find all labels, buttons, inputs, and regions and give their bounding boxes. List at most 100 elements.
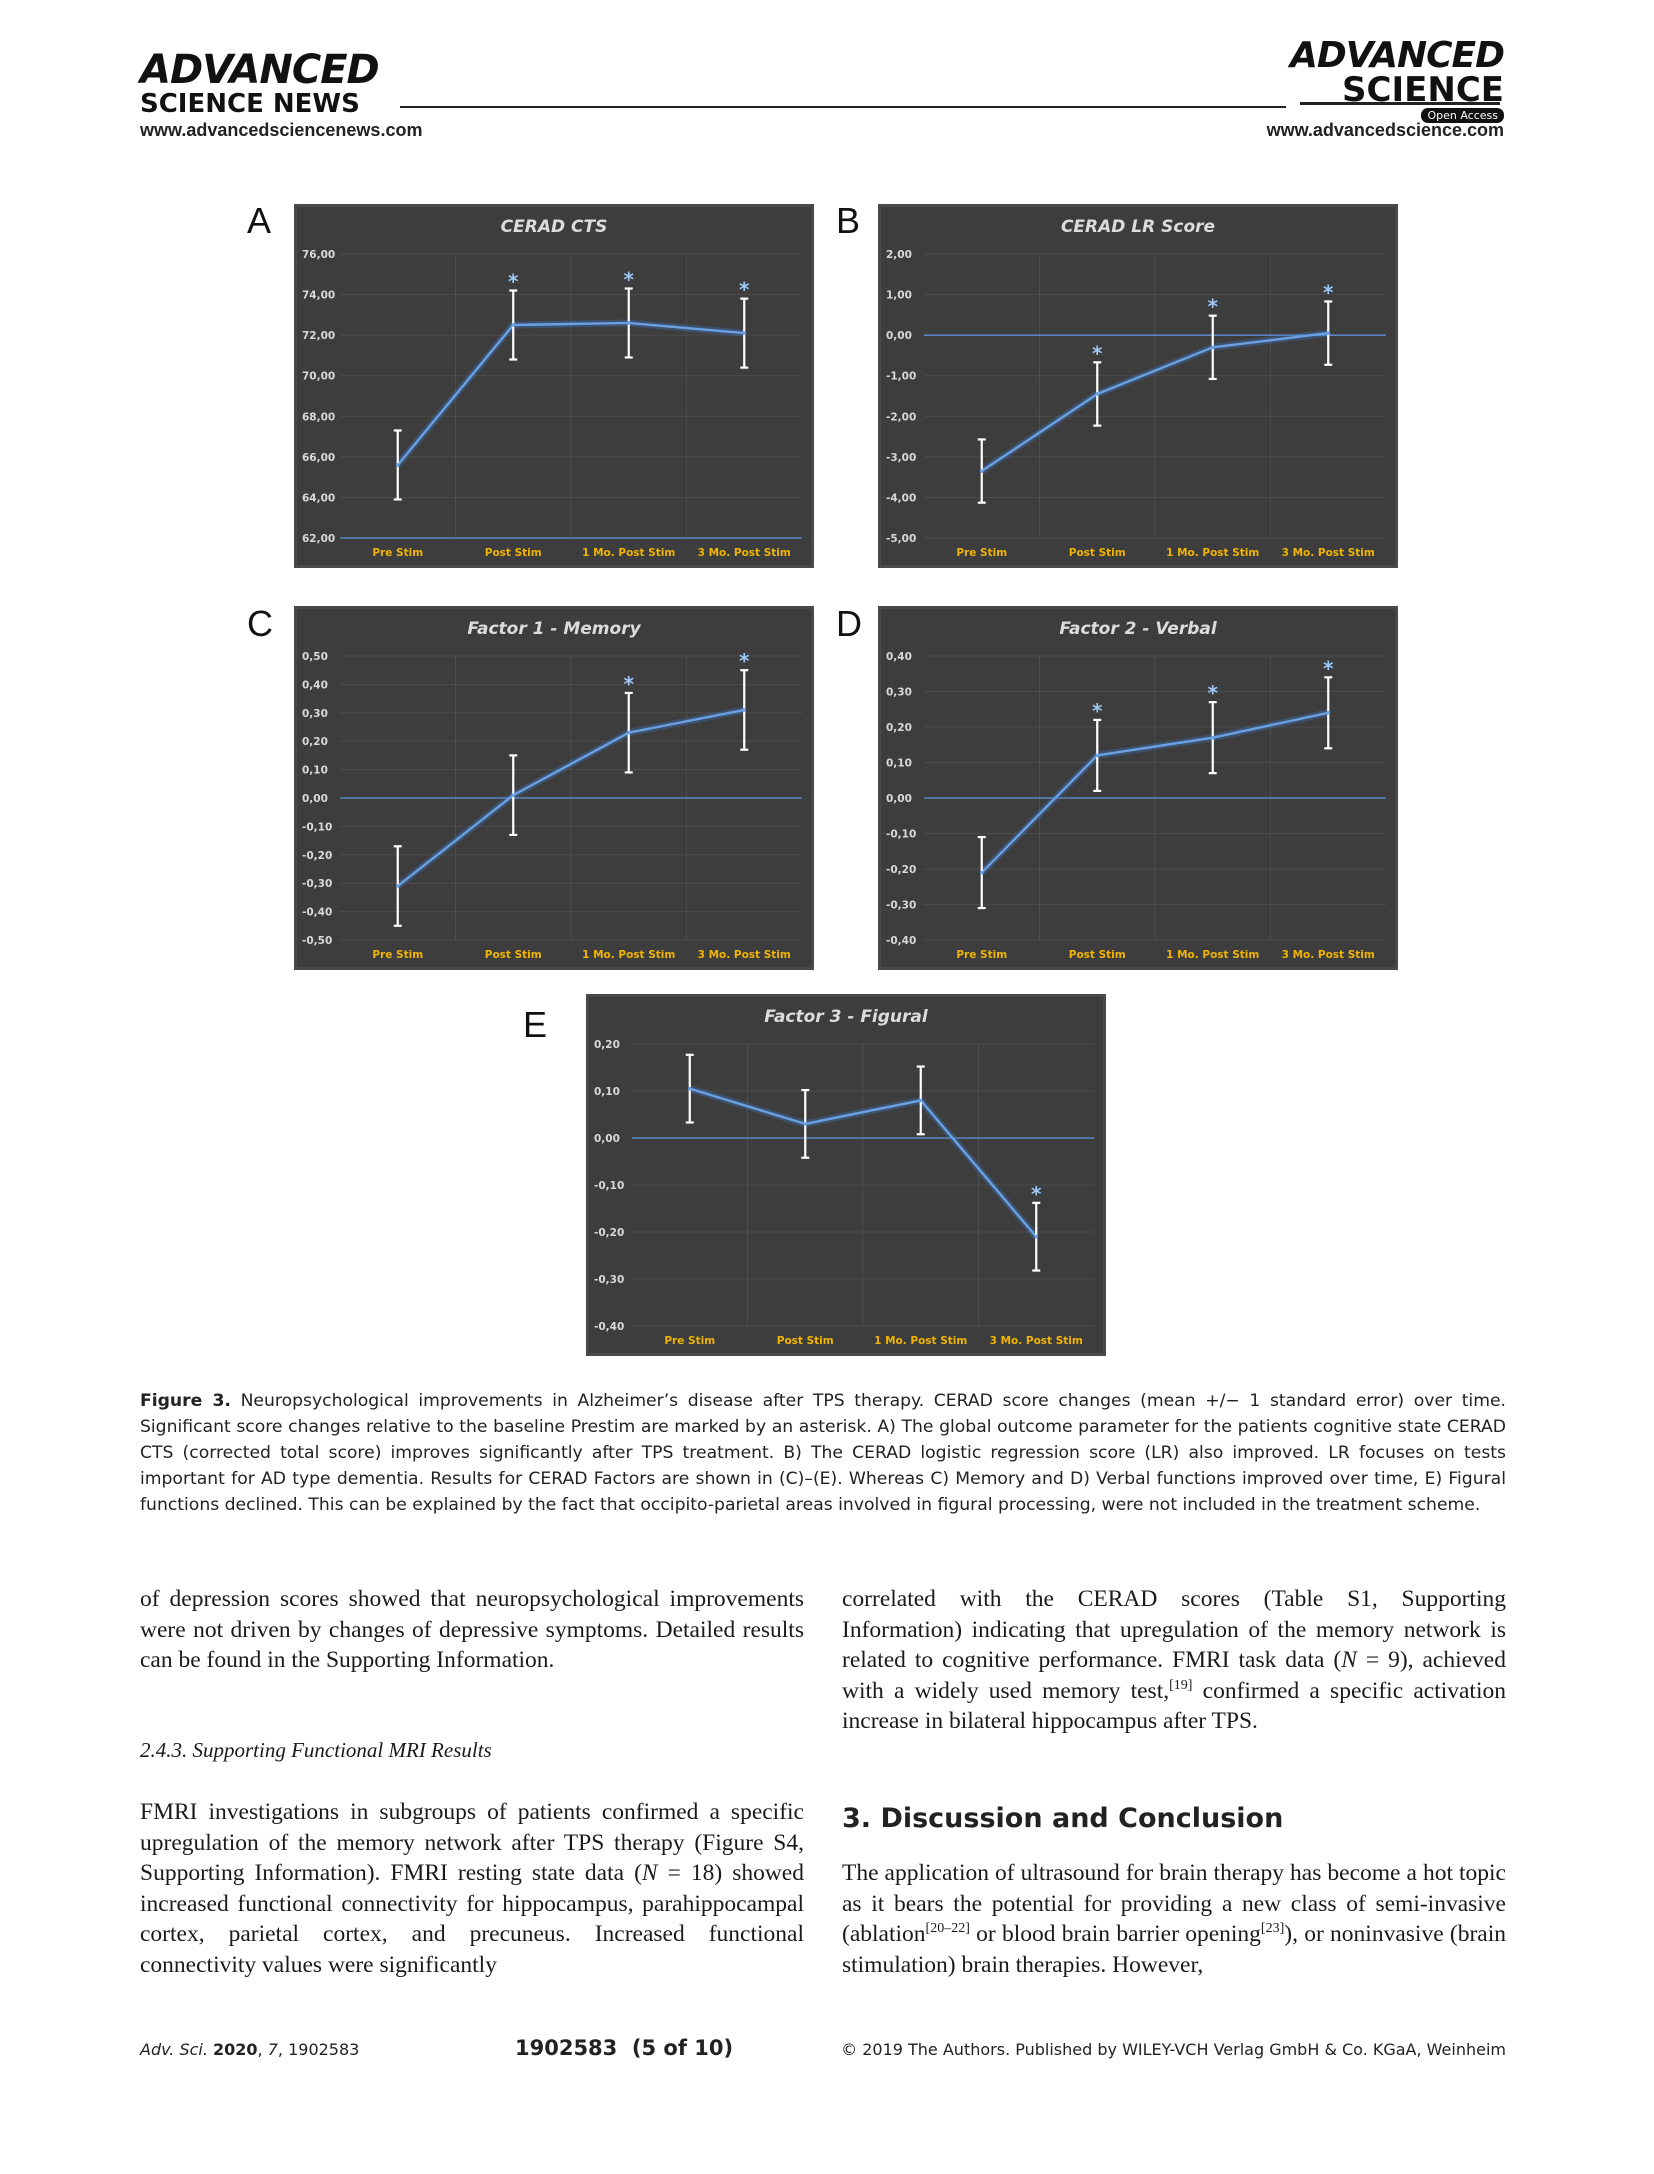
y-tick-label: 76,00 [302, 249, 335, 261]
y-tick-label: -0,40 [594, 1321, 624, 1333]
panel-letter-c: C [247, 603, 273, 644]
logo-left-line2: SCIENCE NEWS [140, 89, 360, 119]
chart-c-factor1-memory: Factor 1 - Memory -0,50 -0,40 -0,30 -0,20 -0,… [294, 606, 814, 970]
significance-asterisk: * [1031, 1182, 1042, 1206]
figure-caption: Figure 3. Neuropsychological improvement… [140, 1388, 1506, 1518]
y-tick-label: 0,40 [886, 651, 912, 663]
right-p2-part-c: ), or noninvasive (brain stimulation) br… [842, 1921, 1507, 1978]
chart-a-svg: CERAD CTS 62,00 64,00 66,00 68,00 70,00 72,00 7… [302, 217, 802, 559]
data-point [395, 884, 400, 888]
x-category-label: 1 Mo. Post Stim [874, 1335, 967, 1347]
y-tick-label: 0,30 [886, 687, 912, 699]
footer-citation: Adv. Sci. 2020, 7, 1902583 [140, 2040, 360, 2059]
y-tick-label: 0,00 [302, 793, 328, 805]
data-point [1095, 753, 1100, 758]
significance-asterisk: * [1208, 295, 1219, 319]
data-point [626, 321, 631, 325]
y-tick-label: 0,20 [302, 736, 328, 748]
data-point [1034, 1234, 1039, 1239]
reference-23[interactable]: [23] [1260, 1921, 1285, 1937]
panel-letter-d: D [836, 603, 862, 644]
significance-asterisk: * [739, 278, 750, 302]
x-category-label: 3 Mo. Post Stim [698, 547, 791, 559]
y-tick-label: 2,00 [886, 249, 912, 261]
x-category-label: 3 Mo. Post Stim [698, 949, 791, 961]
y-tick-label: 64,00 [302, 492, 335, 504]
y-tick-label: 62,00 [302, 533, 335, 545]
y-tick-label: -0,50 [302, 935, 332, 947]
x-category-label: 1 Mo. Post Stim [582, 949, 675, 961]
footer-journal: Adv. Sci. [140, 2040, 208, 2059]
series-line [980, 711, 1329, 874]
chart-e-svg: Factor 3 - Figural -0,40 -0,30 -0,20 -0,10 0,… [594, 1007, 1094, 1347]
series-line [397, 708, 745, 887]
section-heading-discussion: 3. Discussion and Conclusion [842, 1803, 1284, 1834]
data-point [626, 730, 631, 735]
open-access-badge: Open Access [1421, 108, 1504, 123]
significance-asterisk: * [508, 270, 519, 294]
x-category-label: 1 Mo. Post Stim [1166, 949, 1259, 961]
y-tick-label: -0,20 [594, 1227, 624, 1239]
right-url-link[interactable]: www.advancedscience.com [1266, 120, 1504, 140]
y-tick-label: -0,30 [886, 900, 916, 912]
chart-title: Factor 3 - Figural [764, 1007, 929, 1027]
left-p2-part-b: = 18) showed increased functional connec… [140, 1860, 804, 1978]
y-tick-label: 1,00 [886, 290, 912, 302]
significance-asterisk: * [1323, 280, 1334, 304]
y-tick-label: 0,10 [302, 765, 328, 777]
y-tick-label: 74,00 [302, 290, 335, 302]
y-tick-label: -0,20 [302, 850, 332, 862]
data-point [1326, 331, 1331, 335]
y-tick-label: -0,10 [886, 829, 916, 841]
header-rule [400, 106, 1286, 108]
significance-asterisk: * [624, 267, 635, 291]
y-tick-label: 0,30 [302, 708, 328, 720]
chart-title: Factor 1 - Memory [467, 619, 641, 639]
advanced-science-news-logo: ADVANCED SCIENCE NEWS [140, 50, 380, 119]
y-tick-label: 0,20 [594, 1039, 620, 1051]
x-category-label: Pre Stim [372, 547, 423, 559]
y-tick-label: 0,00 [886, 793, 912, 805]
y-tick-label: 72,00 [302, 330, 335, 342]
chart-e-factor3-figural: Factor 3 - Figural -0,40 -0,30 -0,20 -0,10 0,… [586, 994, 1106, 1356]
significance-asterisk: * [1092, 341, 1103, 365]
panel-letter-e: E [523, 1004, 548, 1045]
logo-right-line1: ADVANCED [1289, 35, 1505, 76]
y-tick-label: -0,30 [594, 1274, 624, 1286]
footer-article-id: , 1902583 [277, 2040, 360, 2059]
right-paragraph-2: The application of ultrasound for brain … [842, 1858, 1506, 1980]
chart-c-svg: Factor 1 - Memory -0,50 -0,40 -0,30 -0,20 -0,… [302, 619, 802, 961]
x-category-label: 3 Mo. Post Stim [1282, 547, 1375, 559]
data-point [742, 708, 747, 712]
footer-year: 2020 [213, 2040, 258, 2059]
y-tick-label: 0,20 [886, 722, 912, 734]
series-line [689, 1087, 1038, 1238]
x-category-label: 3 Mo. Post Stim [990, 1335, 1083, 1347]
chart-b-cerad-lr-score: CERAD LR Score -5,00 -4,00 -3,00 -2,00 -1,00 0… [878, 204, 1398, 568]
significance-asterisk: * [1208, 681, 1219, 705]
chart-b-svg: CERAD LR Score -5,00 -4,00 -3,00 -2,00 -1,00 0… [886, 217, 1386, 559]
y-tick-label: -0,40 [886, 935, 916, 947]
left-url-link[interactable]: www.advancedsciencenews.com [140, 120, 423, 140]
y-tick-label: -0,30 [302, 878, 332, 890]
x-category-label: Pre Stim [956, 949, 1007, 961]
figure-caption-text: Neuropsychological improvements in Alzhe… [140, 1391, 1506, 1515]
y-tick-label: -0,10 [594, 1180, 624, 1192]
significance-asterisk: * [1092, 699, 1103, 723]
reference-19[interactable]: [19] [1169, 1677, 1193, 1693]
x-category-label: Pre Stim [372, 949, 423, 961]
y-tick-label: 66,00 [302, 452, 335, 464]
data-point [803, 1122, 808, 1126]
y-tick-label: -5,00 [886, 533, 916, 545]
left-p2-part-a: FMRI investigations in subgroups of pati… [140, 1799, 804, 1886]
chart-title: CERAD CTS [501, 217, 608, 237]
data-point [687, 1086, 692, 1091]
reference-20-22[interactable]: [20–22] [925, 1921, 970, 1937]
y-tick-label: 0,40 [302, 679, 328, 691]
data-point [979, 469, 984, 473]
advanced-science-logo: ADVANCED SCIENCE Open Access [1289, 35, 1505, 124]
data-point [1210, 345, 1215, 350]
y-tick-label: -1,00 [886, 371, 916, 383]
right-p2-part-b: or blood brain barrier opening [969, 1921, 1261, 1947]
y-tick-label: 0,00 [886, 330, 912, 342]
